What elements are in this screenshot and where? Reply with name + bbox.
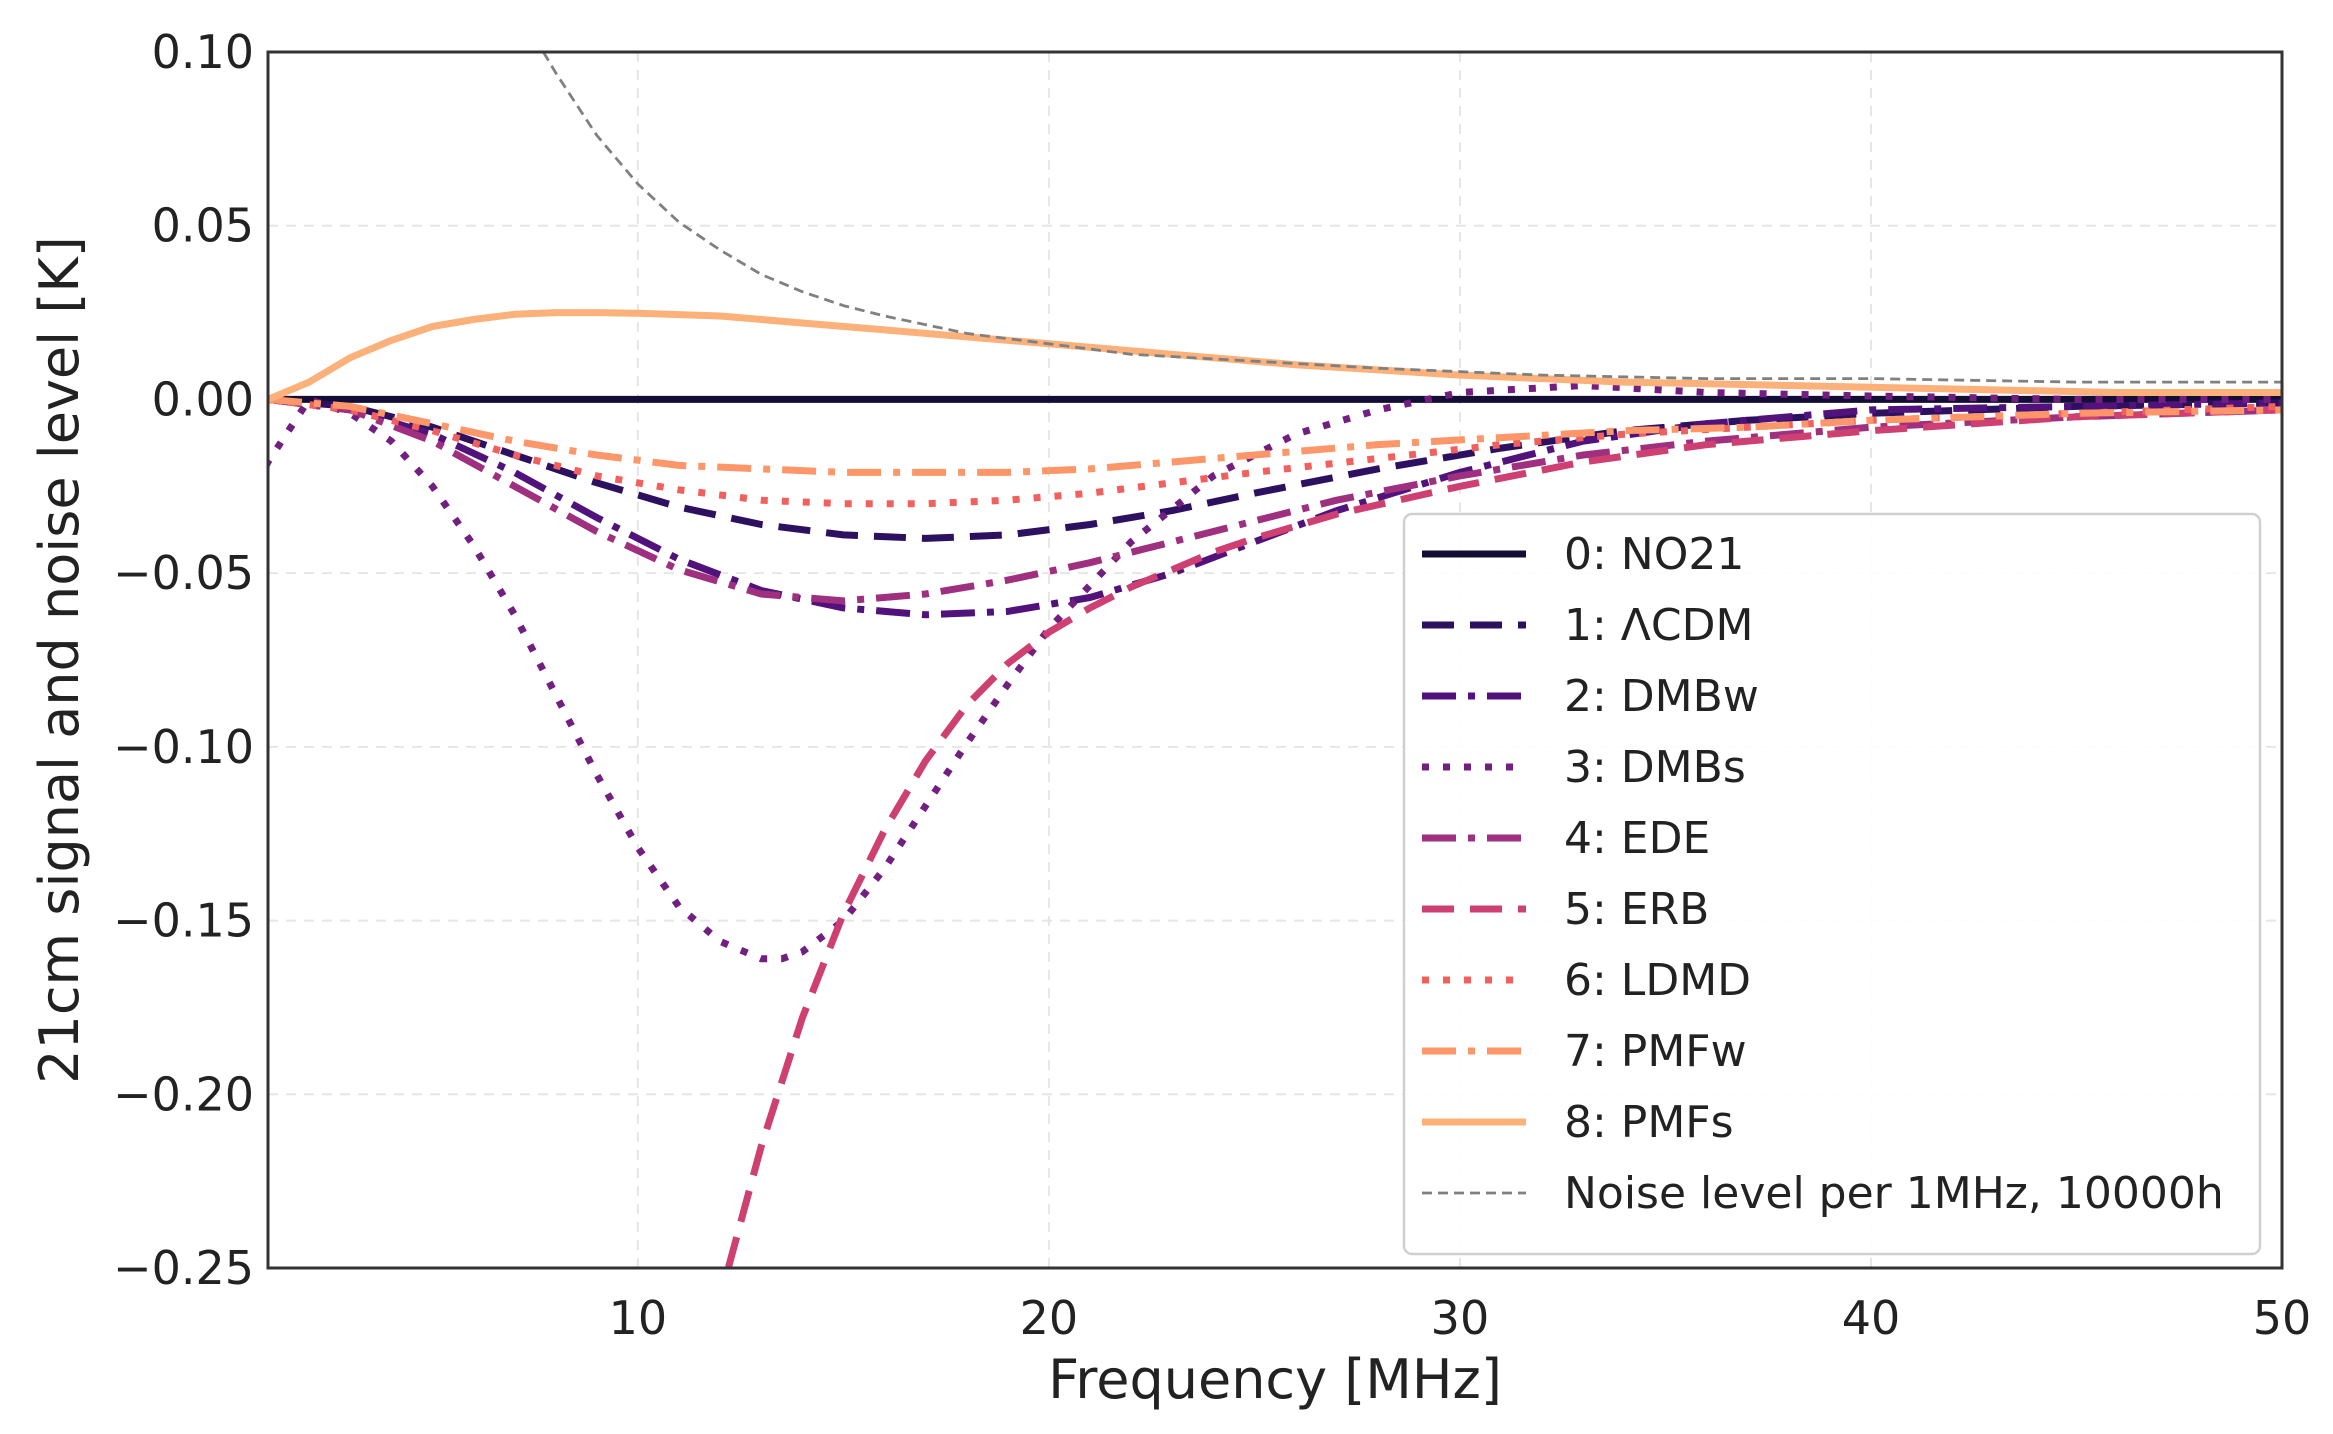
legend: 0: NO21 1: ΛCDM 2: DMBw 3: DMBs 4: EDE 5: ERB… — [1402, 512, 2262, 1256]
legend-label: 0: NO21 — [1564, 529, 1744, 580]
legend-item-0-no21: 0: NO21 — [1422, 529, 1744, 580]
legend-label: 8: PMFs — [1564, 1097, 1734, 1148]
y-tick-label: −0.20 — [113, 1067, 254, 1121]
x-ticks: 10 20 30 40 50 — [609, 1291, 2312, 1345]
legend-item-6-ldmd: 6: LDMD — [1422, 955, 1751, 1006]
series-line-5-erb — [724, 406, 2282, 1268]
series-line-4-ede — [268, 395, 2282, 605]
x-tick-label: 30 — [1431, 1291, 1490, 1345]
legend-item-5-erb: 5: ERB — [1422, 884, 1709, 935]
series-line-3-dmbs — [268, 382, 2282, 963]
legend-label: 7: PMFw — [1564, 1026, 1747, 1077]
legend-item-3-dmbs: 3: DMBs — [1422, 742, 1746, 793]
y-tick-label: 0.10 — [152, 25, 254, 79]
y-tick-label: −0.10 — [113, 720, 254, 774]
y-tick-label: 0.00 — [152, 372, 254, 426]
legend-item-4-ede: 4: EDE — [1422, 813, 1710, 864]
x-axis-title: Frequency [MHz] — [1048, 1348, 1502, 1411]
series-line-1-cdm — [268, 395, 2282, 542]
series-line-noise-level-per-1mhz-10000h — [542, 52, 2282, 384]
y-tick-label: −0.25 — [113, 1241, 254, 1295]
series-line-6-ldmd — [268, 395, 2282, 508]
legend-item-noise-level-per-1mhz-10000h: Noise level per 1MHz, 10000h — [1422, 1168, 2224, 1219]
y-tick-label: 0.05 — [152, 199, 254, 253]
series-group — [268, 52, 2282, 1268]
legend-label: 3: DMBs — [1564, 742, 1746, 793]
y-tick-label: −0.05 — [113, 546, 254, 600]
series-line-2-dmbw — [268, 395, 2282, 619]
legend-box — [1402, 512, 2262, 1256]
x-tick-label: 20 — [1020, 1291, 1079, 1345]
legend-item-8-pmfs: 8: PMFs — [1422, 1097, 1734, 1148]
legend-item-1-cdm: 1: ΛCDM — [1422, 600, 1753, 651]
x-tick-label: 40 — [1842, 1291, 1901, 1345]
legend-item-7-pmfw: 7: PMFw — [1422, 1026, 1747, 1077]
legend-label: 4: EDE — [1564, 813, 1710, 864]
legend-label: 2: DMBw — [1564, 671, 1759, 722]
series-line-7-pmfw — [268, 395, 2282, 476]
x-tick-label: 50 — [2253, 1291, 2312, 1345]
x-tick-label: 10 — [609, 1291, 668, 1345]
plot-frame — [266, 50, 2284, 1270]
y-axis-title: 21cm signal and noise level [K] — [28, 236, 91, 1084]
legend-item-2-dmbw: 2: DMBw — [1422, 671, 1759, 722]
legend-label: 5: ERB — [1564, 884, 1709, 935]
series-line-8-pmfs — [268, 309, 2282, 403]
legend-label: 6: LDMD — [1564, 955, 1751, 1006]
legend-label: 1: ΛCDM — [1564, 600, 1753, 651]
y-ticks: 0.10 0.05 0.00 −0.05 −0.10 −0.15 −0.20 −0.25 — [113, 25, 254, 1295]
y-tick-label: −0.15 — [113, 894, 254, 948]
legend-label: Noise level per 1MHz, 10000h — [1564, 1168, 2224, 1219]
